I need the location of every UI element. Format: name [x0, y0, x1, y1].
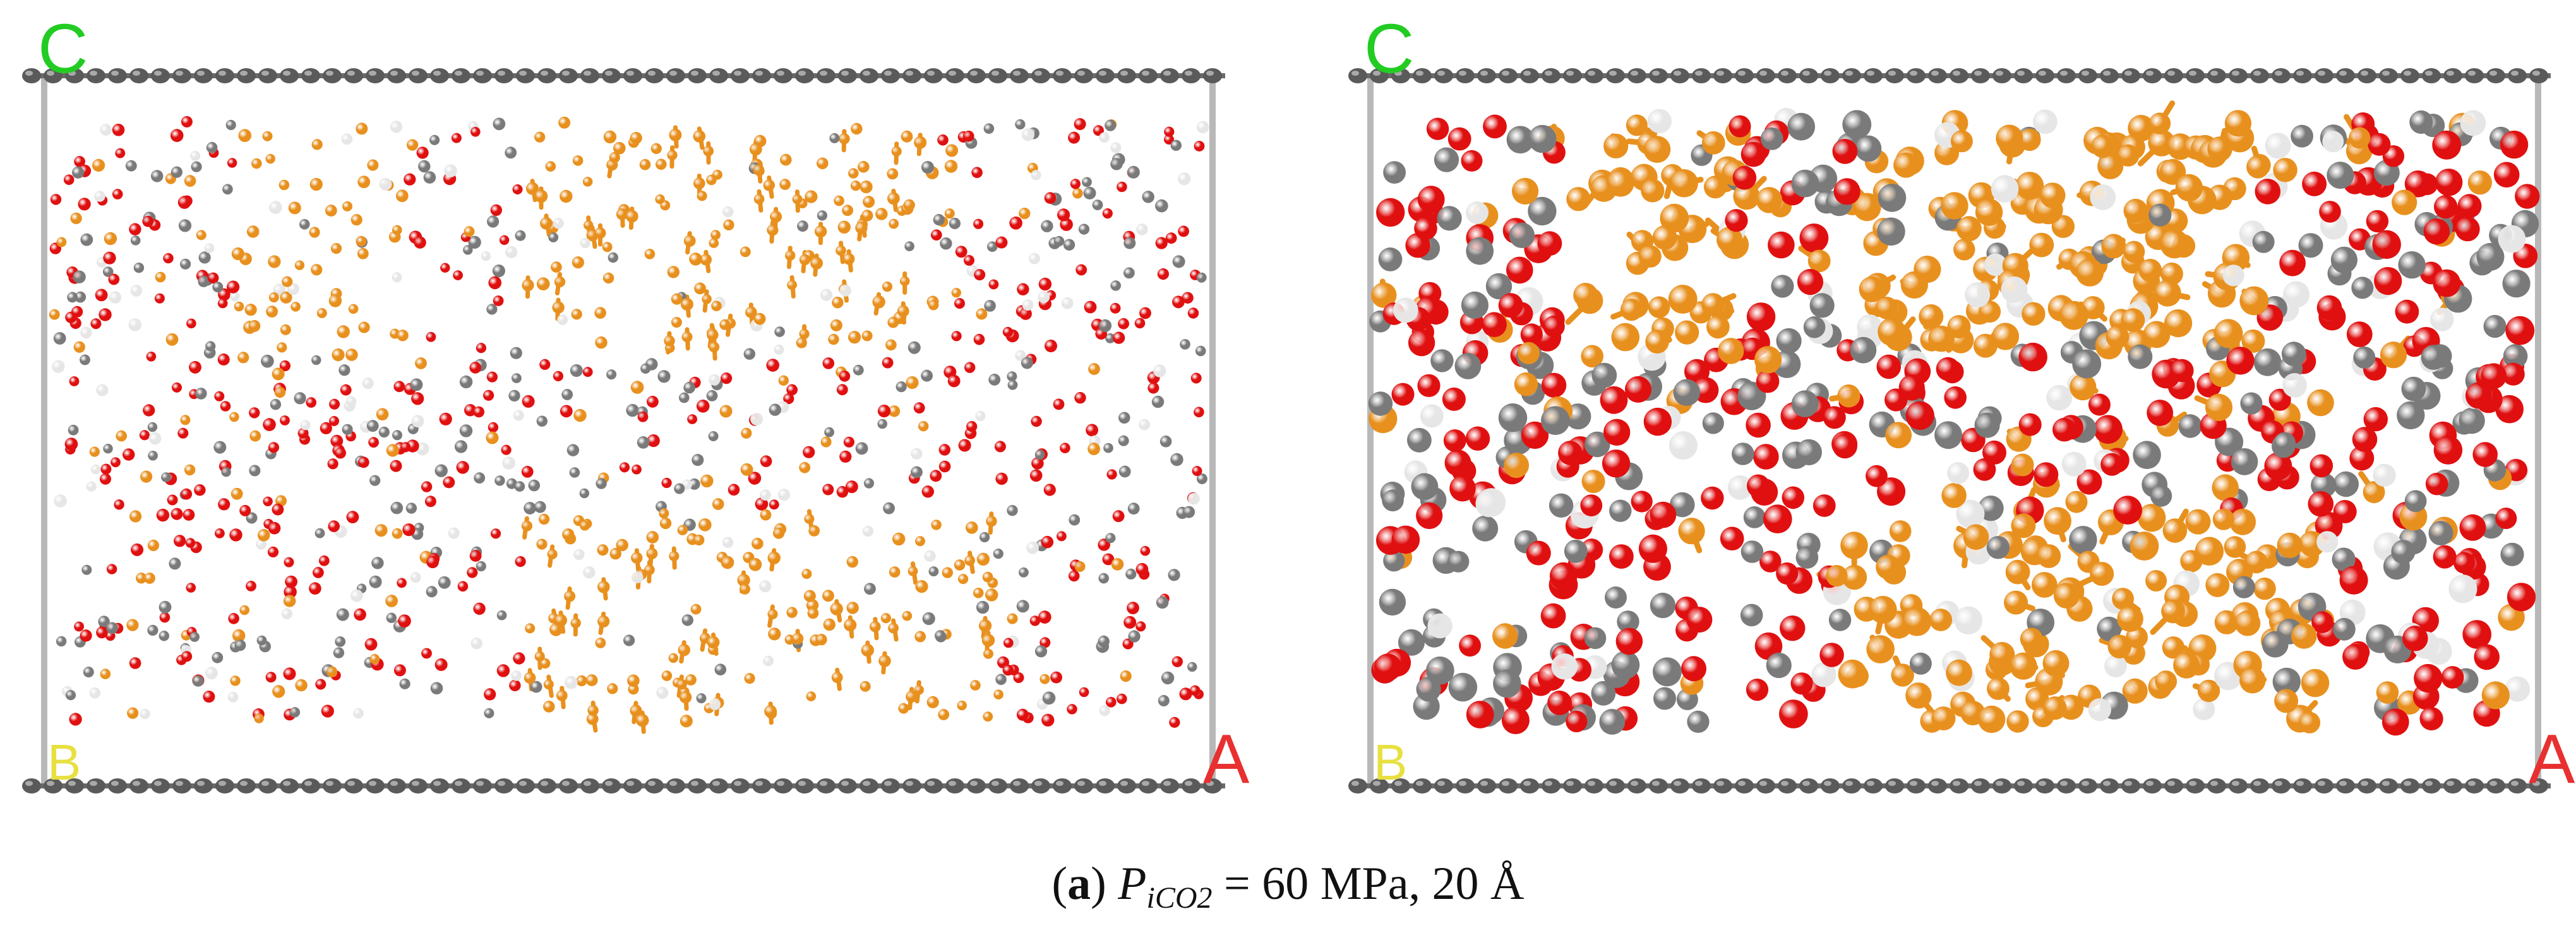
caption-close-paren: ) [1091, 858, 1118, 910]
caption-subscript: iCO2 [1147, 881, 1213, 915]
molecular-view-right: C B A [1326, 0, 2576, 846]
figure-caption: (a) PiCO2 = 60 MPa, 20 Å [0, 849, 2576, 918]
axis-label-b: B [1374, 734, 1407, 790]
caption-open-paren: ( [1051, 858, 1067, 910]
axis-label-c: C [1364, 10, 1414, 88]
axis-labels: C B A [38, 10, 1250, 798]
simulation-panel-left: C B A [0, 0, 1250, 846]
caption-letter: a [1067, 858, 1091, 910]
molecular-view-left: C B A [0, 0, 1250, 846]
molecule-atoms [49, 116, 1209, 728]
axis-label-a: A [1203, 720, 1250, 798]
molecule-atoms [1369, 108, 2540, 735]
simulation-panel-right: C B A [1326, 0, 2576, 846]
caption-subscript-text: iCO2 [1147, 881, 1213, 915]
axis-label-c: C [38, 10, 88, 88]
axis-label-b: B [47, 734, 81, 790]
caption-value: = 60 MPa, 20 Å [1213, 858, 1525, 910]
axis-label-a: A [2529, 720, 2575, 798]
caption-variable: P [1118, 858, 1146, 910]
